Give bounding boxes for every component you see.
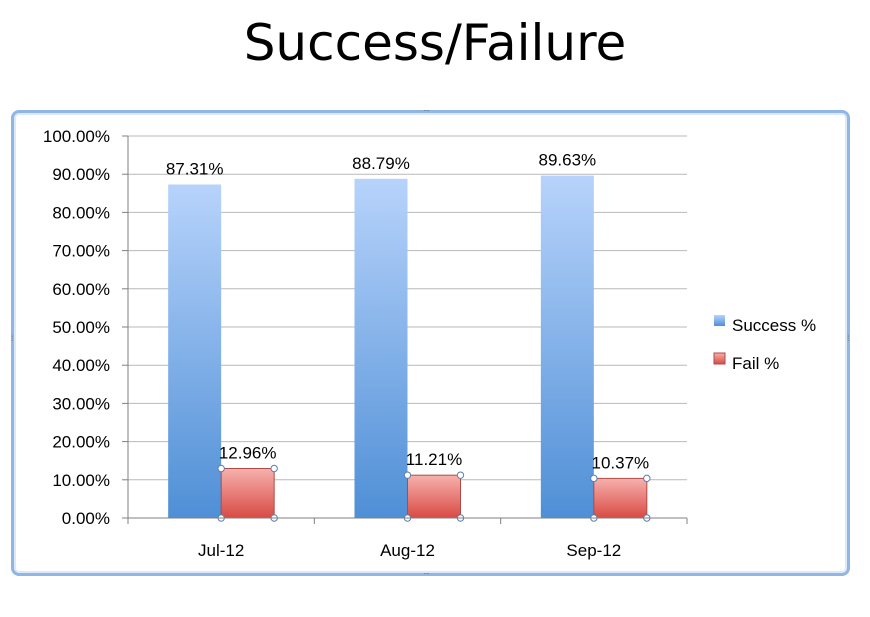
success-bar[interactable] (168, 184, 222, 518)
fail-bar[interactable] (593, 477, 648, 519)
legend-label: Success % (732, 316, 816, 335)
x-tick-label: Sep-12 (566, 541, 621, 560)
y-tick-label: 100.00% (43, 127, 110, 146)
y-tick-label: 90.00% (52, 165, 110, 184)
slide-title: Success/Failure (243, 14, 627, 72)
resize-handle-top-icon[interactable]: ∙∙∙∙ (423, 105, 430, 115)
y-tick-label: 60.00% (52, 280, 110, 299)
fail-bar[interactable] (220, 467, 275, 519)
x-tick-label: Jul-12 (198, 541, 244, 560)
legend-label: Fail % (732, 354, 779, 373)
fail-bar[interactable] (407, 474, 461, 519)
y-axis: 0.00% 10.00% 20.00% 30.00% 40.00% 50.00% 60.00… (43, 127, 129, 528)
y-tick-label: 30.00% (52, 394, 110, 413)
resize-handle-bottom-icon[interactable]: ∙∙∙∙ (423, 568, 430, 578)
y-tick-label: 20.00% (52, 433, 110, 452)
data-label: 87.31% (166, 159, 224, 178)
success-bar[interactable] (354, 178, 408, 518)
bars: 87.31% 12.96% 88.79% 11.21% 89.63% 10.37% (166, 151, 651, 522)
selection-handle-icon[interactable] (403, 471, 412, 479)
y-tick-label: 50.00% (52, 318, 110, 337)
legend-swatch-fail (713, 352, 726, 365)
x-tick-label: Aug-12 (380, 541, 435, 560)
selection-handle-icon[interactable] (643, 474, 651, 483)
legend-swatch-success (714, 315, 725, 326)
y-tick-label: 0.00% (62, 509, 110, 528)
selection-handle-icon[interactable] (217, 464, 225, 473)
y-tick-label: 80.00% (52, 203, 110, 222)
resize-handle-left-icon[interactable]: ⁞ (11, 333, 13, 343)
data-label: 11.21% (406, 450, 462, 469)
data-label: 89.63% (538, 151, 596, 170)
selection-handle-icon[interactable] (590, 474, 598, 483)
success-bar[interactable] (540, 175, 594, 518)
x-axis: Jul-12 Aug-12 Sep-12 (127, 517, 688, 560)
y-tick-label: 10.00% (52, 471, 110, 490)
y-tick-label: 40.00% (52, 356, 110, 375)
resize-handle-right-icon[interactable]: ⁞ (847, 333, 849, 343)
data-label: 10.37% (591, 453, 649, 472)
y-tick-label: 70.00% (52, 242, 110, 261)
selection-handle-icon[interactable] (456, 471, 465, 479)
legend: Success % Fail % (713, 315, 816, 373)
data-label: 88.79% (352, 154, 410, 173)
selection-handle-icon[interactable] (270, 464, 278, 473)
data-label: 12.96% (219, 443, 277, 462)
